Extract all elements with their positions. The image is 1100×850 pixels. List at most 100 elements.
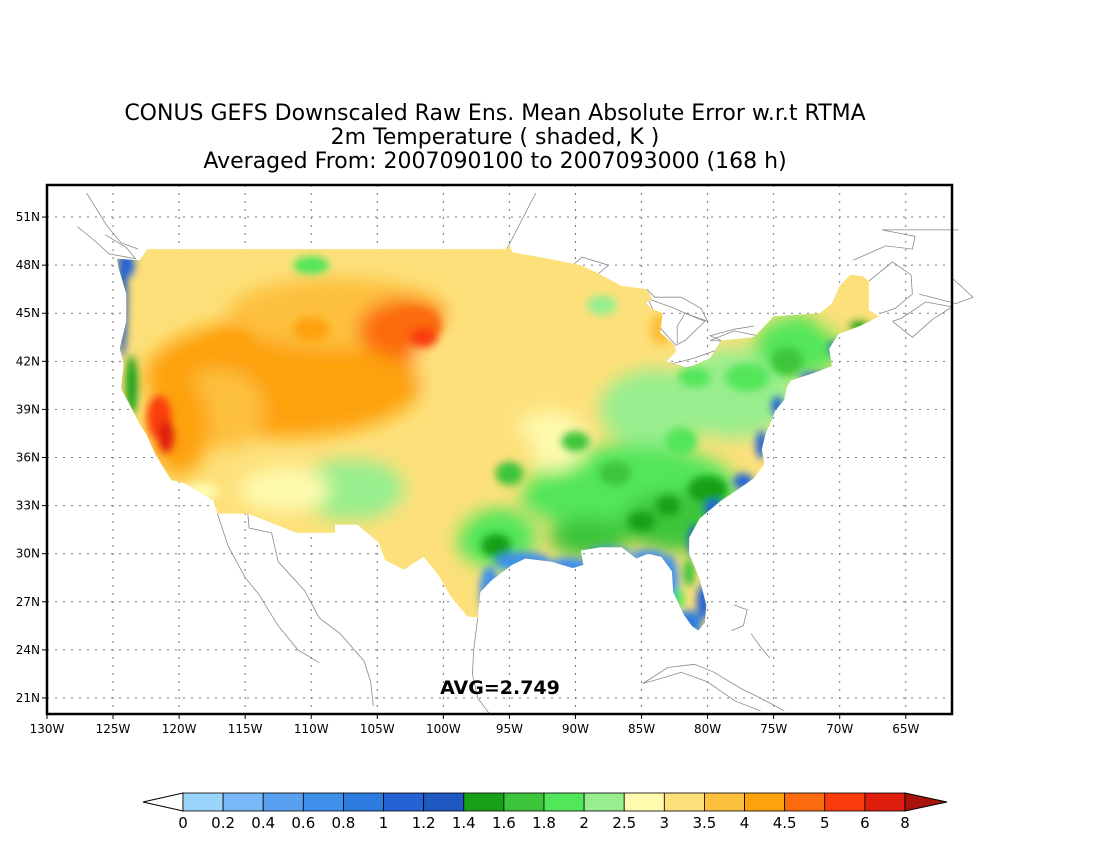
colorbar-swatch [343, 792, 384, 812]
field-patch [599, 461, 632, 486]
colorbar-label: 1.8 [532, 814, 556, 832]
field-patch [687, 475, 728, 504]
colorbar-swatch [503, 792, 545, 812]
colorbar-swatch [824, 792, 866, 812]
colorbar-under-arrow [142, 792, 184, 812]
colorbar-swatch [383, 792, 425, 812]
field-patch [385, 475, 476, 536]
field-patch [209, 331, 254, 360]
field-patch [678, 367, 711, 388]
colorbar-label: 0 [178, 814, 188, 832]
lat-tick-label: 39N [16, 402, 40, 416]
field-patch [293, 256, 330, 275]
lon-tick-label: 120W [162, 722, 197, 736]
colorbar-label: 1.2 [412, 814, 436, 832]
colorbar-label: 1.4 [452, 814, 476, 832]
field-patch [655, 495, 680, 516]
lon-tick-label: 80W [694, 722, 721, 736]
lat-tick-label: 51N [16, 210, 40, 224]
colorbar-swatch [663, 792, 705, 812]
colorbar-swatch [302, 792, 344, 812]
colorbar-label: 3.5 [693, 814, 717, 832]
field-patch [665, 427, 698, 456]
neighbor-coastlines [77, 192, 974, 715]
colorbar-label: 0.2 [211, 814, 235, 832]
field-patch [627, 511, 656, 532]
field-patch [157, 420, 174, 453]
field-patch [725, 363, 770, 392]
colorbar-swatch [222, 792, 264, 812]
average-annotation: AVG=2.749 [440, 677, 560, 699]
field-patch [295, 459, 406, 520]
coastline [77, 226, 137, 260]
colorbar-swatch [864, 792, 906, 812]
colorbar-label: 0.4 [251, 814, 275, 832]
colorbar-label: 1 [379, 814, 389, 832]
map-title-line-2: 2m Temperature ( shaded, K ) [330, 125, 660, 150]
lon-tick-label: 70W [826, 722, 853, 736]
lon-tick-label: 105W [360, 722, 395, 736]
colorbar-swatch [704, 792, 745, 812]
colorbar-swatch [583, 792, 625, 812]
map-title-line-3: Averaged From: 2007090100 to 2007093000 … [203, 149, 787, 174]
colorbar-swatch [182, 792, 224, 812]
lat-tick-label: 30N [16, 547, 40, 561]
field-patch [770, 347, 803, 376]
colorbar-swatch [623, 792, 665, 812]
lon-tick-label: 75W [760, 722, 787, 736]
lon-tick-label: 110W [294, 722, 329, 736]
colorbar-swatch [543, 792, 585, 812]
colorbar: 0 0.2 0.4 0.6 0.8 1 1.2 1.4 1.6 1.8 2 2.5 3 3.5 4 4.5 5 6… [142, 792, 948, 832]
lon-tick-label: 115W [228, 722, 263, 736]
lat-tick-label: 45N [16, 306, 40, 320]
colorbar-swatch [744, 792, 786, 812]
map-frame [45, 183, 954, 716]
longitude-axis: 130W 125W 120W 115W 110W 105W 100W 95W 90W 85W 80W… [30, 714, 919, 736]
lon-tick-label: 130W [30, 722, 65, 736]
colorbar-label: 2.5 [612, 814, 636, 832]
colorbar-label: 2 [579, 814, 589, 832]
field-patch [125, 355, 138, 416]
colorbar-label: 4.5 [773, 814, 797, 832]
lon-tick-label: 100W [426, 722, 461, 736]
coastline [642, 671, 761, 712]
lat-tick-label: 33N [16, 499, 40, 513]
coastline [852, 229, 959, 261]
lon-tick-label: 95W [496, 722, 523, 736]
lat-tick-label: 36N [16, 451, 40, 465]
coastline [750, 633, 771, 659]
lake-outline [647, 298, 706, 346]
coastline [506, 192, 537, 250]
lon-tick-label: 125W [96, 722, 131, 736]
field-patch [239, 467, 330, 512]
colorbar-label: 1.6 [492, 814, 516, 832]
colorbar-swatch [463, 792, 505, 812]
lat-tick-label: 27N [16, 595, 40, 609]
field-patch [561, 431, 590, 452]
coastline [731, 604, 748, 631]
field-patch [456, 422, 537, 493]
latitude-axis: 51N 48N 45N 42N 39N 36N 33N 30N 27N 24N 21N [16, 210, 47, 705]
lat-tick-label: 42N [16, 354, 40, 368]
lon-tick-label: 65W [892, 722, 919, 736]
colorbar-label: 0.6 [291, 814, 315, 832]
coastline [86, 192, 139, 250]
lat-tick-label: 48N [16, 258, 40, 272]
coastline [646, 288, 709, 344]
field-patch [683, 558, 696, 587]
map-title-line-1: CONUS GEFS Downscaled Raw Ens. Mean Abso… [124, 101, 866, 126]
coastline [217, 513, 320, 664]
field-patch [586, 295, 617, 316]
colorbar-label: 5 [820, 814, 830, 832]
lon-tick-label: 90W [562, 722, 589, 736]
colorbar-label: 4 [740, 814, 750, 832]
lat-tick-label: 21N [16, 691, 40, 705]
coastline [471, 617, 490, 715]
field-patch [293, 317, 330, 342]
colorbar-label: 8 [900, 814, 910, 832]
colorbar-swatch [423, 792, 465, 812]
colorbar-swatch [784, 792, 826, 812]
colorbar-swatch [262, 792, 304, 812]
coastline [247, 513, 374, 707]
